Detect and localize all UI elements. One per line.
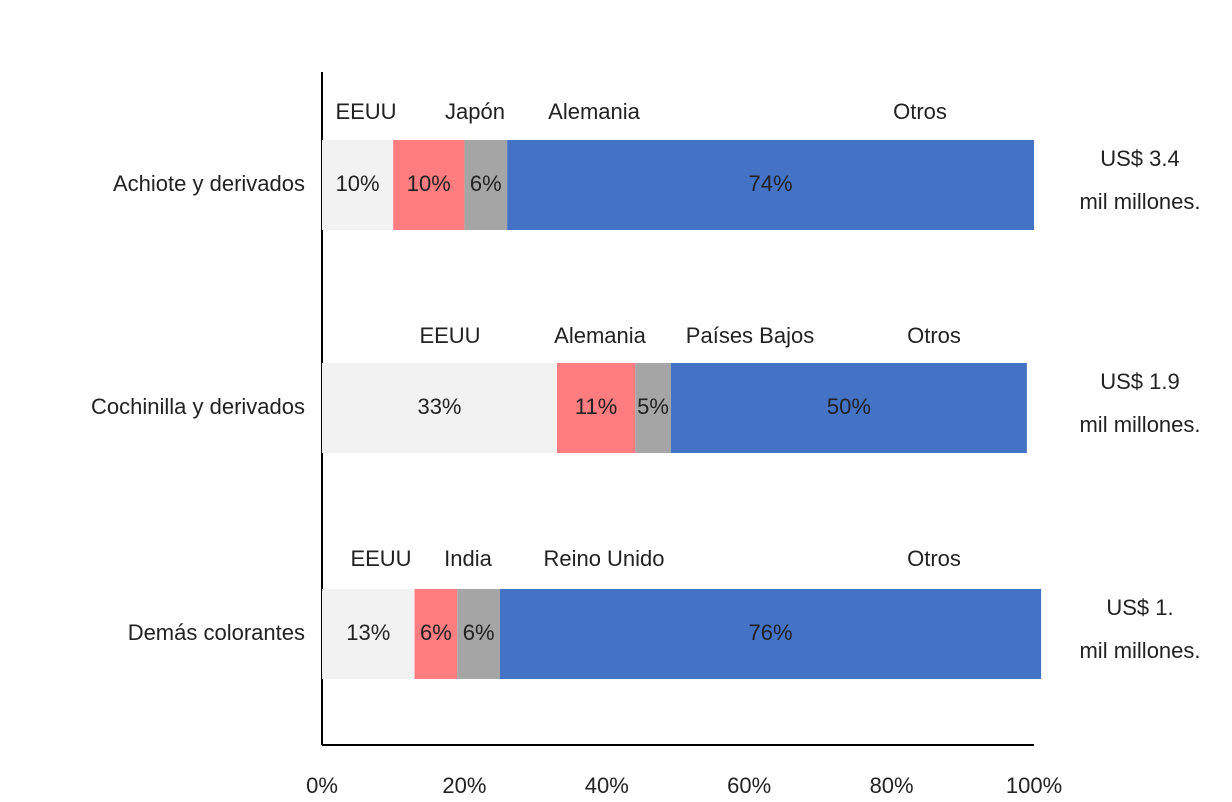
total-label: mil millones. bbox=[1079, 189, 1200, 214]
segment-name: Países Bajos bbox=[686, 323, 814, 348]
bar-segment bbox=[393, 140, 465, 230]
x-tick-label: 100% bbox=[1006, 773, 1062, 797]
bar-segment bbox=[322, 140, 394, 230]
bar-segment bbox=[414, 589, 458, 679]
bar-segment bbox=[507, 140, 1034, 230]
segment-name: EEUU bbox=[419, 323, 480, 348]
value-label: 33% bbox=[417, 394, 461, 419]
segment-name: Otros bbox=[907, 323, 961, 348]
total-label: US$ 1. bbox=[1106, 595, 1173, 620]
bar-segment bbox=[464, 140, 508, 230]
total-label: mil millones. bbox=[1079, 638, 1200, 663]
bar-segment bbox=[500, 589, 1042, 679]
segment-name: Otros bbox=[893, 99, 947, 124]
value-label: 10% bbox=[336, 171, 380, 196]
bar-segment bbox=[670, 363, 1027, 453]
bar-segment bbox=[457, 589, 500, 679]
value-label: 74% bbox=[749, 171, 793, 196]
segment-name: Alemania bbox=[554, 323, 646, 348]
segment-name: Reino Unido bbox=[543, 546, 664, 571]
bar-segment bbox=[322, 589, 415, 679]
value-label: 6% bbox=[420, 620, 452, 645]
category-label: Cochinilla y derivados bbox=[91, 394, 305, 419]
segment-name: Alemania bbox=[548, 99, 640, 124]
category-label: Achiote y derivados bbox=[113, 171, 305, 196]
bar-segment bbox=[322, 363, 557, 453]
value-label: 13% bbox=[346, 620, 390, 645]
x-tick-label: 80% bbox=[870, 773, 914, 797]
segment-name: EEUU bbox=[350, 546, 411, 571]
category-label: Demás colorantes bbox=[128, 620, 305, 645]
segment-name: EEUU bbox=[335, 99, 396, 124]
segment-name: Japón bbox=[445, 99, 505, 124]
x-tick-label: 20% bbox=[442, 773, 486, 797]
bar-segment bbox=[635, 363, 671, 453]
value-label: 11% bbox=[575, 394, 617, 419]
total-label: mil millones. bbox=[1079, 412, 1200, 437]
x-tick-label: 60% bbox=[727, 773, 771, 797]
value-label: 50% bbox=[827, 394, 871, 419]
segment-name: India bbox=[444, 546, 492, 571]
x-tick-label: 0% bbox=[306, 773, 338, 797]
value-label: 10% bbox=[407, 171, 451, 196]
segment-name: Otros bbox=[907, 546, 961, 571]
total-label: US$ 3.4 bbox=[1100, 146, 1180, 171]
value-label: 5% bbox=[637, 394, 669, 419]
x-tick-label: 40% bbox=[585, 773, 629, 797]
value-label: 6% bbox=[463, 620, 495, 645]
bar-segment bbox=[556, 363, 636, 453]
total-label: US$ 1.9 bbox=[1100, 369, 1180, 394]
value-label: 6% bbox=[470, 171, 502, 196]
value-label: 76% bbox=[749, 620, 793, 645]
